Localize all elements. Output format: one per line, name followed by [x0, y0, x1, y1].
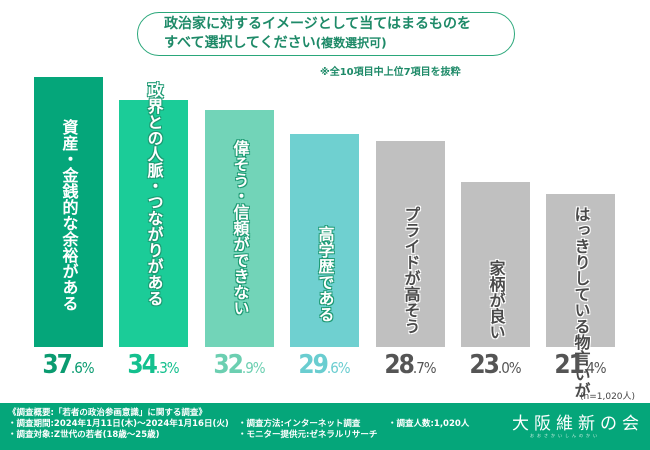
bar-proud: プライドが高そう [376, 141, 445, 347]
bar-label: 家柄が良い [486, 260, 506, 340]
survey-period: ・調査期間:2024年1月11日(木)〜2024年1月16日(火) [8, 419, 229, 429]
value-label: 21.4% [554, 350, 606, 380]
value-label: 23.0% [469, 350, 521, 380]
value-label: 37.6% [42, 350, 94, 380]
sample-size-note: (n=1,020人) [580, 392, 636, 402]
value-label: 29.6% [298, 350, 350, 380]
bar-family: 家柄が良い [461, 182, 530, 347]
survey-method: ・調査方法:インターネット調査 [238, 419, 361, 429]
bar-label: プライドが高そう [401, 206, 421, 334]
bar-connections: 政界との人脈・つながりがある [119, 82, 188, 347]
question-title-box: 政治家に対するイメージとして当てはまるものを すべて選択してください(複数選択可… [137, 12, 515, 56]
logo-subtitle: おおさかいしんのかい [530, 433, 600, 438]
value-label: 34.3% [127, 350, 179, 380]
bar-arrogant: 偉そう・信頼ができない [205, 110, 274, 347]
bar-label: 資産・金銭的な余裕がある [59, 119, 79, 311]
bar-assets: 資産・金銭的な余裕がある [34, 77, 103, 347]
bar-label: 政界との人脈・つながりがある [144, 82, 164, 306]
value-label: 32.9% [213, 350, 265, 380]
selection-note: ※全10項目中上位7項目を抜粋 [320, 67, 461, 78]
bar-label: はっきりしている物言いが [571, 206, 591, 398]
bar-label: 偉そう・信頼ができない [230, 140, 250, 316]
bar-educated: 高学歴である [290, 134, 359, 347]
survey-heading: 《調査概要:「若者の政治参画意識」に関する調査》 [8, 408, 207, 418]
value-label: 28.7% [384, 350, 436, 380]
survey-provider: ・モニター提供元:ゼネラルリサーチ [238, 430, 378, 440]
survey-target: ・調査対象:Z世代の若者(18歳〜25歳) [8, 430, 160, 440]
survey-footer: 《調査概要:「若者の政治参画意識」に関する調査》 ・調査期間:2024年1月11… [0, 403, 650, 450]
title-line-2: すべて選択してください(複数選択可) [164, 34, 514, 53]
title-line-2-main: すべて選択してください [164, 35, 316, 51]
survey-count: ・調査人数:1,020人 [388, 419, 470, 429]
title-line-2-note: (複数選択可) [315, 36, 387, 50]
logo: 大阪維新の会 [512, 414, 644, 434]
bar-outspoken: はっきりしている物言いが [546, 194, 615, 398]
bar-label: 高学歴である [315, 226, 335, 322]
title-line-1: 政治家に対するイメージとして当てはまるものを [164, 16, 472, 32]
